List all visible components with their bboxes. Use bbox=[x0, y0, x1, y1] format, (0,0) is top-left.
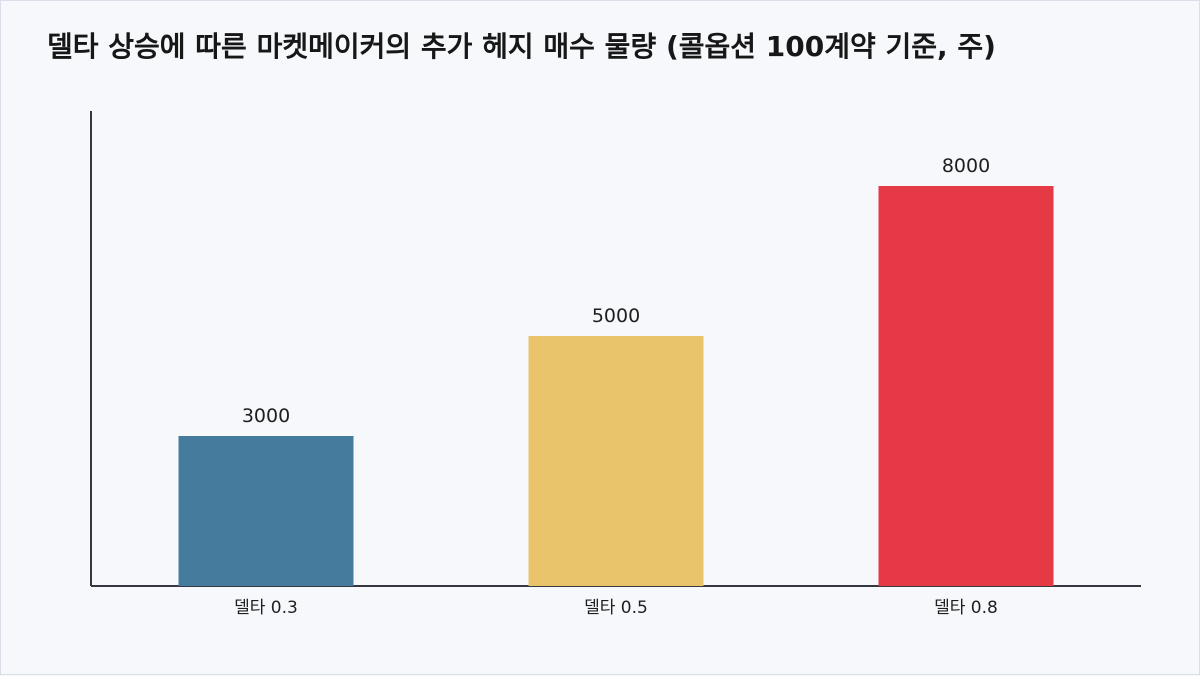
bar-1 bbox=[178, 436, 354, 586]
bar-value-label-2: 5000 bbox=[592, 305, 640, 327]
chart-title: 델타 상승에 따른 마켓메이커의 추가 헤지 매수 물량 (콜옵션 100계약 … bbox=[47, 30, 996, 63]
x-tick-label-2: 델타 0.5 bbox=[584, 598, 648, 618]
bar-value-label-1: 3000 bbox=[242, 405, 290, 427]
x-tick-labels-layer: 델타 0.3 델타 0.5 델타 0.8 bbox=[234, 598, 998, 618]
x-tick-label-1: 델타 0.3 bbox=[234, 598, 298, 618]
bar-value-label-3: 8000 bbox=[942, 155, 990, 177]
x-tick-label-3: 델타 0.8 bbox=[934, 598, 998, 618]
value-labels-layer: 3000 5000 8000 bbox=[242, 155, 990, 427]
bars-layer bbox=[178, 186, 1054, 586]
bar-3 bbox=[878, 186, 1054, 586]
bar-2 bbox=[528, 336, 704, 586]
